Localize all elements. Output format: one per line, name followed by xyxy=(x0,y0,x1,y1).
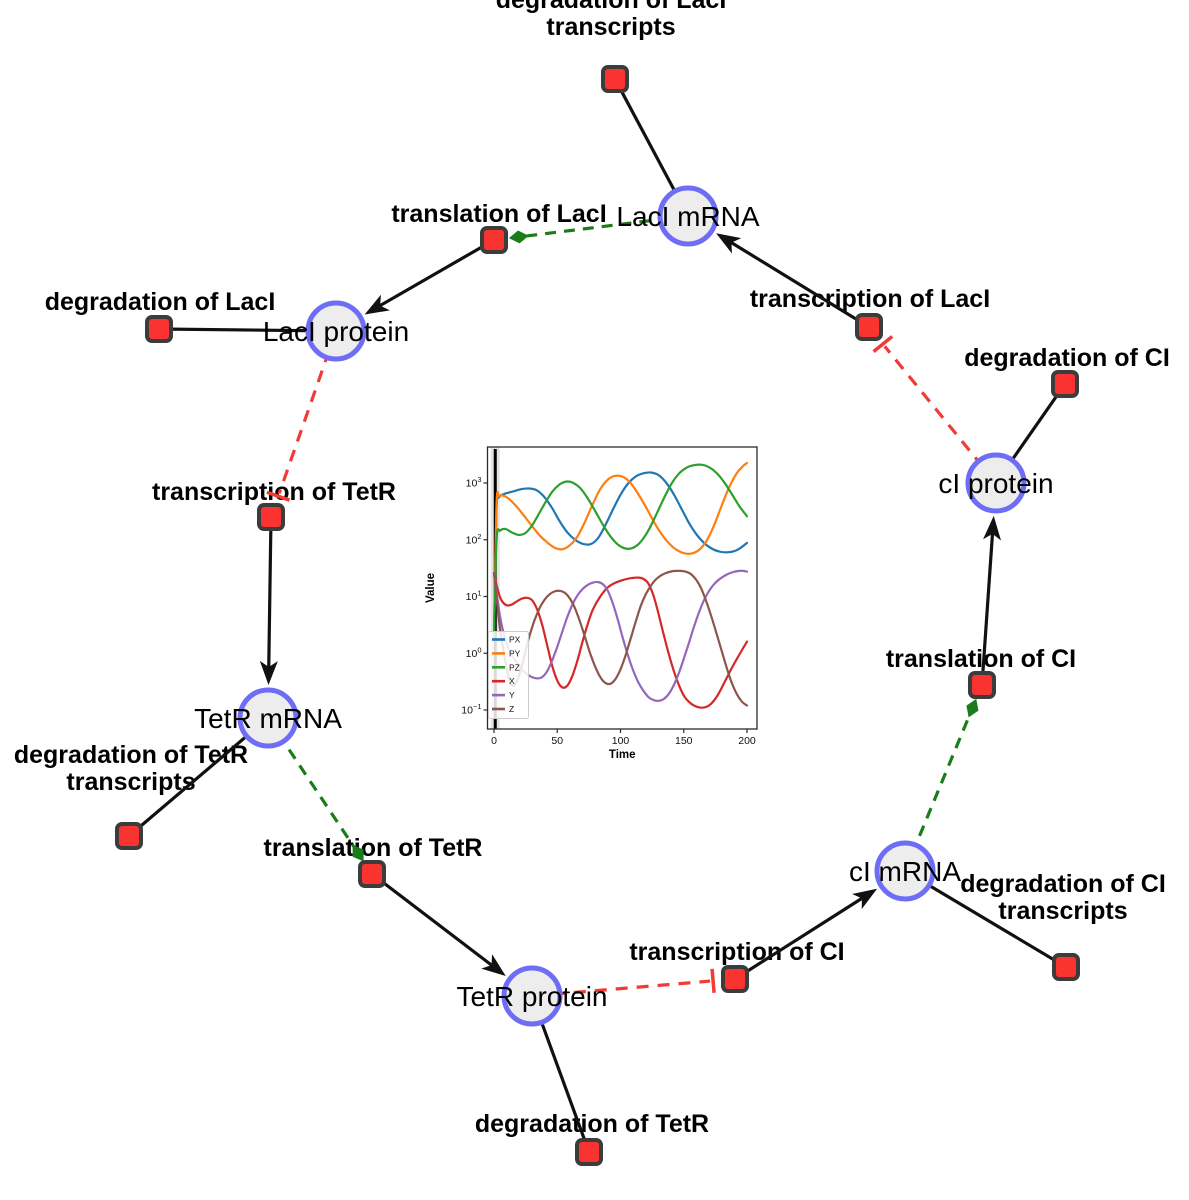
inhibition-tbar xyxy=(872,335,894,353)
reaction-node-txn_tetr xyxy=(257,503,285,531)
species-node-tetr_protein xyxy=(501,965,563,1027)
chart-legend: PX PY PZ XYZ xyxy=(488,631,529,719)
legend-label-PZ: PZ xyxy=(509,662,520,672)
catalysis-diamond xyxy=(966,698,979,718)
edge-arrow-transl_ci-to-ci_protein xyxy=(980,531,995,686)
species-node-tetr_mrna xyxy=(237,687,299,749)
x-tick-label: 200 xyxy=(738,735,756,747)
reaction-node-txn_ci xyxy=(721,965,749,993)
reaction-label-txn_tetr: transcription of TetR xyxy=(152,478,396,506)
edge-arrow-txn_laci-to-laci_mrna xyxy=(728,240,870,329)
x-tick-label: 150 xyxy=(675,735,693,747)
legend-label-PX: PX xyxy=(509,635,521,645)
reaction-label-transl_tetr: translation of TetR xyxy=(264,834,483,862)
arrowhead xyxy=(983,515,1002,541)
x-tick-label: 100 xyxy=(612,735,630,747)
nodes xyxy=(115,65,1080,1166)
series-line-PZ xyxy=(492,463,749,638)
arrowhead xyxy=(259,660,278,686)
species-label-ci_protein: cI protein xyxy=(938,468,1053,499)
reaction-label-deg_tetr: degradation of TetR xyxy=(475,1110,709,1138)
reaction-label-deg_laci: degradation of LacI xyxy=(45,288,276,316)
reaction-node-deg_ci_tx xyxy=(1052,953,1080,981)
arrowhead xyxy=(364,294,390,315)
reaction-node-transl_tetr xyxy=(358,860,386,888)
species-label-ci_mrna: cI mRNA xyxy=(849,856,961,887)
reaction-label-txn_ci: transcription of CI xyxy=(629,938,844,966)
reaction-node-deg_laci xyxy=(145,315,173,343)
species-label-laci_protein: LacI protein xyxy=(263,316,409,347)
edge-arrow-transl_laci-to-laci_protein xyxy=(377,238,495,308)
species-label-tetr_mrna: TetR mRNA xyxy=(194,703,342,734)
reaction-label-deg_tetr_tx: degradation of TetR xyxy=(14,741,248,769)
chart-x-axis-label: Time xyxy=(609,749,636,761)
species-node-ci_mrna xyxy=(874,840,936,902)
species-node-laci_mrna xyxy=(657,185,719,247)
x-tick-label: 50 xyxy=(551,735,563,747)
species-label-laci_mrna: LacI mRNA xyxy=(616,201,759,232)
inset-chart: 0 50 100 150 20010−1100101102103TimeValuePXP… xyxy=(425,437,775,765)
reaction-node-transl_laci xyxy=(480,226,508,254)
species-node-laci_protein xyxy=(305,300,367,362)
x-tick-label: 0 xyxy=(491,735,497,747)
series-line-Y xyxy=(492,569,749,702)
reaction-node-deg_tetr xyxy=(575,1138,603,1166)
legend-label-PY: PY xyxy=(509,648,521,658)
reaction-label-deg_ci_tx: degradation of CI xyxy=(960,870,1166,898)
series-line-X xyxy=(492,571,749,709)
arrowhead xyxy=(716,233,742,254)
edge-plain-ci_mrna-to-deg_ci_tx xyxy=(904,869,1067,969)
reaction-node-deg_laci_tx xyxy=(601,65,629,93)
edge-arrow-transl_tetr-to-tetr_protein xyxy=(371,872,495,968)
catalysis-diamond xyxy=(352,844,364,862)
legend-label-X: X xyxy=(509,676,515,686)
y-tick-label: 103 xyxy=(466,475,482,490)
reaction-label-deg_tetr_tx: transcripts xyxy=(66,768,195,796)
y-tick-label: 100 xyxy=(466,645,482,660)
catalysis-diamond xyxy=(508,230,529,244)
legend-label-Z: Z xyxy=(509,704,514,714)
reaction-node-txn_laci xyxy=(855,313,883,341)
species-label-tetr_protein: TetR protein xyxy=(457,981,608,1012)
y-tick-label: 101 xyxy=(466,589,482,604)
reaction-label-txn_laci: transcription of LacI xyxy=(750,285,990,313)
reaction-node-deg_ci xyxy=(1051,370,1079,398)
reaction-label-deg_ci: degradation of CI xyxy=(964,344,1170,372)
reaction-label-deg_laci_tx: degradation of LacI xyxy=(496,0,727,14)
series-line-PY xyxy=(492,461,749,638)
reaction-label-deg_laci_tx: transcripts xyxy=(546,13,675,41)
reaction-label-transl_laci: translation of LacI xyxy=(391,200,606,228)
edge-arrow-txn_tetr-to-tetr_mrna xyxy=(267,516,273,670)
chart-axes-box xyxy=(486,446,758,730)
reaction-node-deg_tetr_tx xyxy=(115,822,143,850)
reaction-label-deg_ci_tx: transcripts xyxy=(998,897,1127,925)
arrowhead xyxy=(852,888,878,910)
reaction-label-transl_ci: translation of CI xyxy=(886,645,1076,673)
inhibition-tbar xyxy=(710,968,716,993)
reaction-labels: degradation of LacItranscriptstranslatio… xyxy=(14,0,1170,1138)
inhibition-tbar xyxy=(266,490,291,502)
y-tick-label: 10−1 xyxy=(461,702,481,717)
species-node-ci_protein xyxy=(965,452,1027,514)
chart-y-axis-label: Value xyxy=(425,573,437,603)
y-tick-label: 102 xyxy=(466,532,482,547)
edge-arrow-txn_ci-to-ci_mrna xyxy=(734,895,865,981)
species-labels: LacI mRNA LacI protein cI protein TetR mRNA… xyxy=(194,201,1053,1012)
reaction-node-transl_ci xyxy=(968,671,996,699)
legend-label-Y: Y xyxy=(509,690,515,700)
